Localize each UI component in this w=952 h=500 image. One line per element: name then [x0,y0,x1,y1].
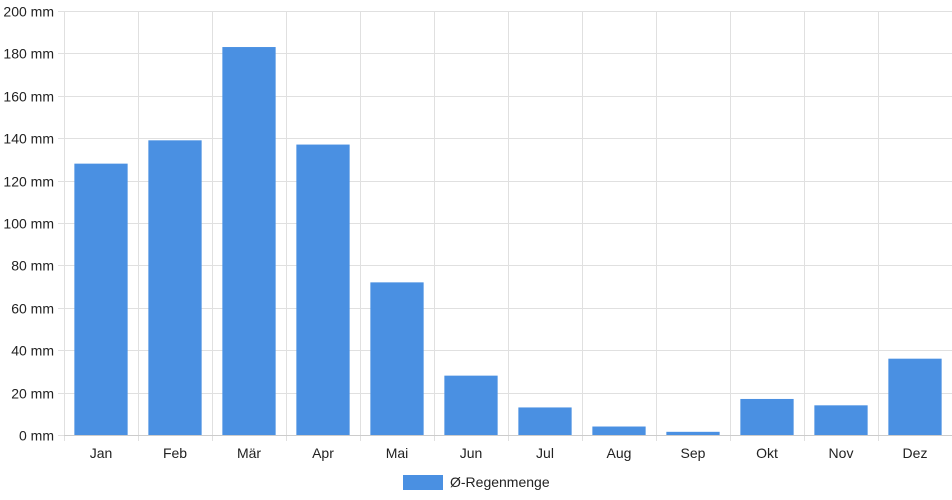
x-tick-label: Jun [460,445,483,461]
bar-aug[interactable] [592,426,646,435]
y-tick-label: 140 mm [3,131,54,147]
y-axis: 0 mm 20 mm 40 mm 60 mm 80 mm 100 mm 120 mm 140 … [3,4,54,444]
x-tick-label: Feb [163,445,187,461]
bar-sep[interactable] [666,431,720,435]
x-tick-label: Mär [237,445,261,461]
y-tick-label: 0 mm [19,428,54,444]
y-tick-label: 180 mm [3,46,54,62]
x-tick-label: Apr [312,445,334,461]
bar-nov[interactable] [814,405,868,435]
y-tick-label: 60 mm [11,301,54,317]
x-tick-label: Jan [90,445,113,461]
x-tick-label: Nov [829,445,854,461]
x-tick-label: Dez [903,445,928,461]
y-tick-label: 20 mm [11,386,54,402]
legend-swatch [403,475,443,490]
x-tick-label: Sep [681,445,706,461]
legend[interactable]: Ø-Regenmenge [403,474,550,490]
bar-okt[interactable] [740,398,794,435]
bar-mai[interactable] [370,282,424,435]
bar-jul[interactable] [518,407,572,435]
y-tick-label: 120 mm [3,174,54,190]
bar-feb[interactable] [148,140,202,435]
y-tick-label: 80 mm [11,258,54,274]
y-tick-label: 200 mm [3,4,54,20]
bar-jun[interactable] [444,375,498,435]
x-tick-label: Mai [386,445,409,461]
x-tick-label: Aug [607,445,632,461]
bar-series [74,47,942,435]
legend-label: Ø-Regenmenge [450,474,550,490]
y-tick-label: 40 mm [11,343,54,359]
grid-lines [58,11,952,441]
bar-jan[interactable] [74,163,128,435]
y-tick-label: 100 mm [3,216,54,232]
bar-apr[interactable] [296,144,350,435]
bar-dez[interactable] [888,358,942,435]
y-tick-label: 160 mm [3,89,54,105]
x-axis: Jan Feb Mär Apr Mai Jun Jul Aug Sep Okt Nov Dez [64,435,952,461]
x-tick-label: Jul [536,445,554,461]
bar-mär[interactable] [222,47,276,435]
x-tick-label: Okt [756,445,778,461]
